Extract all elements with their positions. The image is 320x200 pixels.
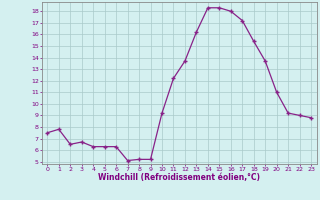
X-axis label: Windchill (Refroidissement éolien,°C): Windchill (Refroidissement éolien,°C) <box>98 173 260 182</box>
